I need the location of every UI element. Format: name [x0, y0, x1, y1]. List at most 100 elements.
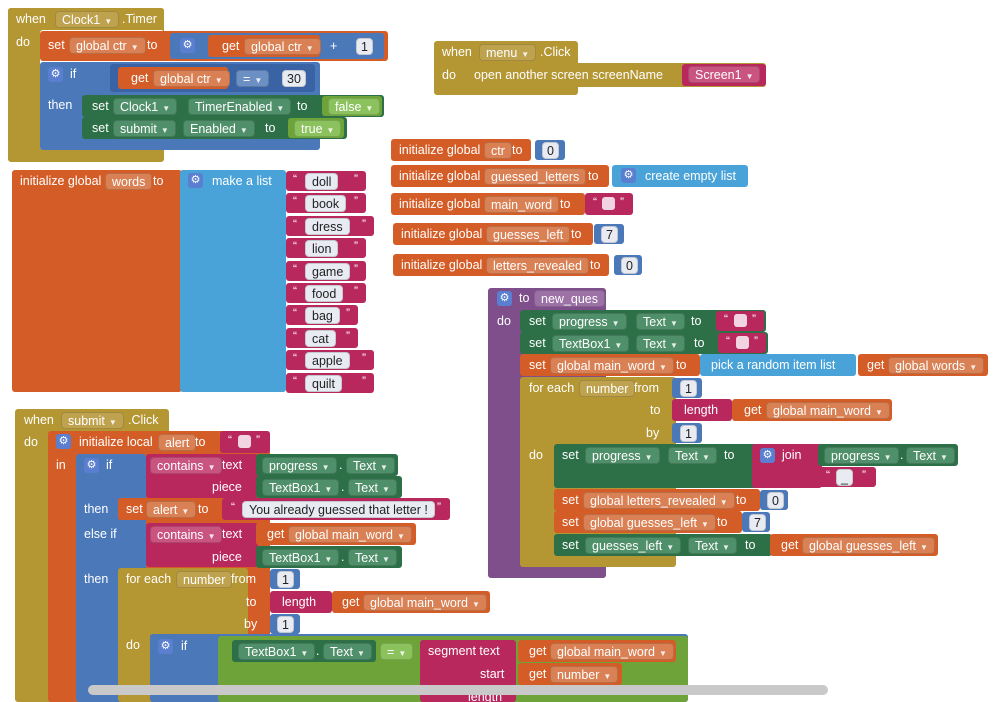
list-item-text[interactable]: cat [305, 330, 336, 347]
component-dropdown[interactable]: submit ▼ [61, 412, 124, 429]
global-name-field[interactable]: guesses_left [486, 226, 571, 243]
mutator-gear-icon[interactable]: ⚙ [48, 67, 63, 82]
global-name-field[interactable]: guessed_letters [484, 168, 587, 185]
component-dropdown[interactable]: progress ▼ [585, 447, 660, 464]
text-field[interactable]: _ [836, 469, 853, 486]
var-dropdown[interactable]: global guesses_left ▼ [583, 514, 716, 531]
property-dropdown[interactable]: Text ▼ [636, 335, 685, 352]
procedure-name-field[interactable]: new_ques [534, 290, 605, 307]
list-item-text[interactable]: bag [305, 307, 340, 324]
component-dropdown[interactable]: TextBox1 ▼ [552, 335, 630, 352]
component-dropdown[interactable]: Clock1 ▼ [113, 98, 178, 115]
contains-dropdown[interactable]: contains ▼ [150, 526, 223, 543]
property-dropdown[interactable]: Text ▼ [636, 313, 685, 330]
property-dropdown[interactable]: Text ▼ [688, 537, 737, 554]
var-dropdown[interactable]: global ctr ▼ [244, 38, 321, 55]
property-dropdown[interactable]: Text ▼ [323, 643, 372, 660]
empty-text-field[interactable] [736, 336, 749, 349]
list-item-text[interactable]: apple [305, 352, 350, 369]
var-dropdown[interactable]: alert ▼ [146, 501, 197, 518]
component-dropdown[interactable]: progress ▼ [824, 447, 899, 464]
mutator-gear-icon[interactable]: ⚙ [188, 173, 203, 188]
global-name-field[interactable]: ctr [484, 142, 512, 159]
list-item-text[interactable]: food [305, 285, 344, 302]
clock-component-dropdown[interactable]: Clock1 ▼ [55, 11, 120, 28]
list-item-text[interactable]: quilt [305, 375, 342, 392]
boolean-dropdown[interactable]: false ▼ [328, 98, 381, 115]
empty-text-field[interactable] [602, 197, 615, 210]
text-field[interactable]: You already guessed that letter ! [242, 501, 435, 518]
property-dropdown[interactable]: TimerEnabled ▼ [188, 98, 292, 115]
length-block[interactable] [270, 591, 332, 613]
global-name-field[interactable]: letters_revealed [486, 257, 589, 274]
number-field[interactable]: 1 [680, 425, 697, 442]
number-field[interactable]: 1 [277, 616, 294, 633]
init-global-words-block[interactable] [12, 170, 182, 392]
horizontal-scrollbar[interactable] [88, 685, 828, 695]
mutator-gear-icon[interactable]: ⚙ [497, 291, 512, 306]
contains-dropdown[interactable]: contains ▼ [150, 457, 223, 474]
component-dropdown[interactable]: progress ▼ [552, 313, 627, 330]
screen-dropdown[interactable]: Screen1 ▼ [688, 66, 761, 83]
mutator-gear-icon[interactable]: ⚙ [158, 639, 173, 654]
mutator-gear-icon[interactable]: ⚙ [760, 448, 775, 463]
var-dropdown[interactable]: global ctr ▼ [153, 70, 230, 87]
component-dropdown[interactable]: menu ▼ [479, 44, 537, 61]
number-field[interactable]: 0 [621, 257, 638, 274]
operator-dropdown[interactable]: = ▼ [236, 70, 270, 87]
component-dropdown[interactable]: TextBox1 ▼ [262, 549, 340, 566]
property-dropdown[interactable]: Text ▼ [348, 549, 397, 566]
property-dropdown[interactable]: Text ▼ [906, 447, 955, 464]
number-field[interactable]: 7 [601, 226, 618, 243]
number-field[interactable]: 0 [767, 492, 784, 509]
list-item-text[interactable]: book [305, 195, 347, 212]
mutator-gear-icon[interactable]: ⚙ [621, 168, 636, 183]
component-dropdown[interactable]: guesses_left ▼ [585, 537, 682, 554]
component-dropdown[interactable]: submit ▼ [113, 120, 176, 137]
var-dropdown[interactable]: global guesses_left ▼ [802, 537, 935, 554]
operator-dropdown[interactable]: = ▼ [380, 643, 414, 660]
list-item-text[interactable]: doll [305, 173, 339, 190]
create-empty-list-block[interactable] [612, 165, 748, 187]
number-field[interactable]: 7 [749, 514, 766, 531]
number-field[interactable]: 1 [356, 38, 373, 55]
property-dropdown[interactable]: Text ▼ [668, 447, 717, 464]
property-dropdown[interactable]: Enabled ▼ [183, 120, 255, 137]
var-dropdown[interactable]: global main_word ▼ [363, 594, 487, 611]
global-name-field[interactable]: main_word [484, 196, 560, 213]
var-dropdown[interactable]: global letters_revealed ▼ [583, 492, 735, 509]
mutator-gear-icon[interactable]: ⚙ [84, 458, 99, 473]
number-field[interactable]: 1 [277, 571, 294, 588]
length-block[interactable] [672, 399, 732, 421]
list-item-text[interactable]: dress [305, 218, 350, 235]
boolean-dropdown[interactable]: true ▼ [294, 120, 342, 137]
mutator-gear-icon[interactable]: ⚙ [180, 38, 195, 53]
list-item-text[interactable]: game [305, 263, 351, 280]
make-a-list-block[interactable] [180, 170, 286, 392]
number-field[interactable]: 30 [282, 70, 306, 87]
component-dropdown[interactable]: TextBox1 ▼ [262, 479, 340, 496]
var-dropdown[interactable]: global ctr ▼ [69, 37, 146, 54]
global-name-field[interactable]: words [105, 173, 153, 190]
property-dropdown[interactable]: Text ▼ [346, 457, 395, 474]
local-name-field[interactable]: alert [158, 434, 197, 451]
list-item-text[interactable]: lion [305, 240, 339, 257]
property-dropdown[interactable]: Text ▼ [348, 479, 397, 496]
empty-text-field[interactable] [734, 314, 747, 327]
loop-var-field[interactable]: number [579, 380, 636, 397]
number-field[interactable]: 1 [680, 380, 697, 397]
pick-random-item-block[interactable] [700, 354, 856, 376]
component-dropdown[interactable]: progress ▼ [262, 457, 337, 474]
var-dropdown[interactable]: global main_word ▼ [550, 643, 674, 660]
var-dropdown[interactable]: global main_word ▼ [550, 357, 674, 374]
component-dropdown[interactable]: TextBox1 ▼ [238, 643, 316, 660]
var-dropdown[interactable]: number ▼ [550, 666, 619, 683]
loop-var-field[interactable]: number [176, 571, 233, 588]
number-field[interactable]: 0 [542, 142, 559, 159]
var-dropdown[interactable]: global words ▼ [888, 357, 985, 374]
mutator-gear-icon[interactable]: ⚙ [56, 434, 71, 449]
var-dropdown[interactable]: global main_word ▼ [766, 402, 890, 419]
empty-text-field[interactable] [238, 435, 251, 448]
var-dropdown[interactable]: global main_word ▼ [288, 526, 412, 543]
